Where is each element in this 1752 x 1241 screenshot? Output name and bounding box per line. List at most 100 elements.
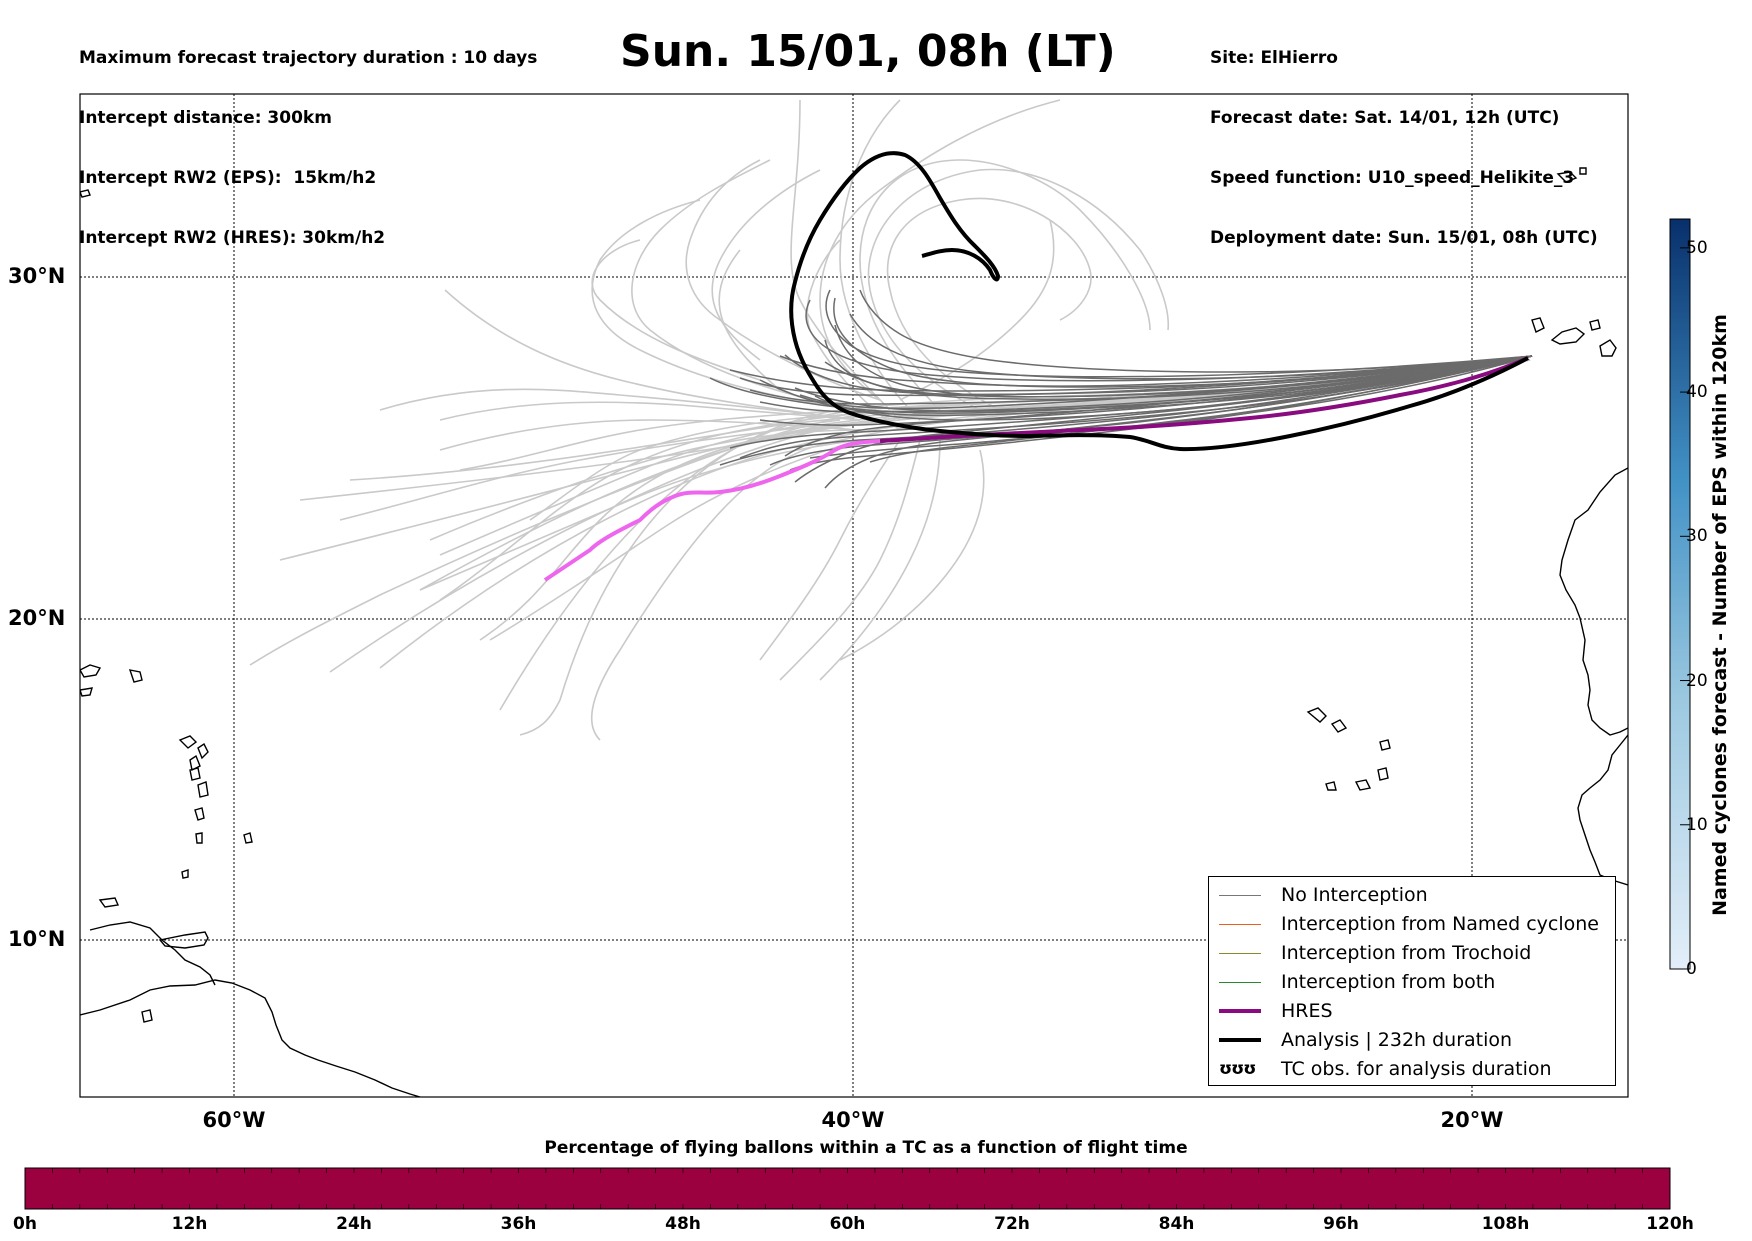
legend-swatch	[1219, 981, 1261, 983]
coast-africa-south	[1577, 734, 1628, 886]
percentage-bar-tick-label: 84h	[1158, 1214, 1195, 1234]
percentage-bar-tick-label: 0h	[13, 1214, 37, 1234]
map-frame	[79, 93, 1629, 1098]
eps-dark-track	[859, 289, 1533, 373]
coast-barbados	[243, 832, 253, 844]
legend-item-named-cyclone: Interception from Named cyclone	[1219, 911, 1599, 937]
colorbar-tick-label: 30	[1686, 526, 1708, 547]
eps-light-track	[591, 239, 761, 381]
legend-label: No Interception	[1281, 884, 1428, 906]
eps-light-track	[419, 439, 861, 591]
percentage-bar-tick-label: 24h	[336, 1214, 372, 1234]
header-line-1: Maximum forecast trajectory duration : 1…	[79, 48, 538, 68]
coast-cape-verde-4	[1354, 779, 1372, 791]
eps-light-track	[867, 168, 1170, 411]
forecast-date-line: Forecast date: Sat. 14/01, 12h (UTC)	[1210, 108, 1560, 128]
legend-item-analysis: Analysis | 232h duration	[1219, 1027, 1512, 1053]
eps-light-track	[819, 439, 941, 681]
eps-dark-track	[834, 324, 1533, 398]
eps-light-track	[444, 289, 861, 421]
header-line-3: Intercept RW2 (EPS): 15km/h2	[79, 168, 377, 188]
coast-curacao	[141, 1009, 153, 1023]
coast-trinidad	[158, 931, 209, 949]
coast-cape-verde-6	[1377, 767, 1389, 781]
coast-lesser-antilles-1	[197, 742, 209, 760]
percentage-bar-tick-label: 108h	[1481, 1214, 1530, 1234]
percentage-bar-tick-label: 72h	[994, 1214, 1030, 1234]
colorbar-gradient	[1669, 218, 1691, 970]
colorbar-ticks	[1680, 247, 1690, 970]
legend-label: Interception from Trochoid	[1281, 942, 1532, 964]
coast-caribbean-small	[80, 687, 93, 697]
header-info-left: Maximum forecast trajectory duration : 1…	[79, 8, 537, 268]
eps-dark-track	[759, 355, 1533, 417]
legend-label: Interception from Named cyclone	[1281, 913, 1599, 935]
legend-item-hres: HRES	[1219, 998, 1333, 1024]
colorbar-tick-label: 20	[1686, 670, 1708, 691]
coast-canary-3	[1599, 339, 1617, 357]
eps-dark-track	[849, 313, 1533, 380]
eps-light-track	[886, 197, 1092, 411]
hres-trajectory-extension	[543, 439, 881, 582]
colorbar-tick-label: 0	[1686, 959, 1697, 979]
eps-dark-track	[709, 355, 1533, 414]
map-legend: No Interception Interception from Named …	[1208, 876, 1616, 1086]
coast-lesser-antilles-3	[197, 781, 209, 798]
coast-venezuela-peninsula	[89, 921, 216, 986]
eps-dark-track	[833, 297, 1533, 388]
coast-canary-1	[1531, 317, 1545, 333]
eps-light-track	[439, 419, 841, 556]
eps-dark-track	[805, 299, 1533, 382]
map-title: Sun. 15/01, 08h (LT)	[620, 26, 1116, 77]
eps-light-track	[839, 449, 985, 661]
lat-label-20n: 20°N	[8, 606, 66, 630]
legend-label: Analysis | 232h duration	[1281, 1029, 1513, 1051]
eps-light-track	[859, 159, 1151, 411]
eps-dark-track	[739, 355, 1533, 459]
eps-trajectories-no-interception	[709, 289, 1533, 489]
coast-south-america	[80, 979, 421, 1097]
colorbar-label: Named cyclones forecast - Number of EPS …	[1709, 314, 1731, 916]
eps-light-track	[819, 99, 1061, 401]
legend-swatch	[1219, 894, 1261, 896]
legend-label: TC obs. for analysis duration	[1281, 1058, 1552, 1080]
coast-madeira-2	[1579, 167, 1587, 175]
eps-dark-track	[784, 355, 1533, 457]
eps-light-track	[439, 419, 861, 451]
coast-madeira	[1556, 171, 1578, 183]
coastlines	[80, 167, 1628, 1097]
tc-obs-icon: ʊʊʊ	[1219, 1059, 1256, 1079]
legend-label: HRES	[1281, 1000, 1333, 1022]
eps-trajectories-light	[249, 99, 1531, 741]
percentage-bar-tick-label: 60h	[829, 1214, 866, 1234]
legend-swatch	[1219, 1009, 1261, 1013]
eps-light-track	[429, 429, 861, 541]
coast-cape-verde-3	[1379, 739, 1391, 751]
eps-dark-track	[814, 355, 1533, 421]
analysis-trajectory	[789, 151, 1529, 452]
coast-lesser-antilles-6	[181, 869, 189, 879]
hres-trajectory	[879, 356, 1529, 443]
eps-light-track	[718, 249, 781, 391]
lon-label-60w: 60°W	[202, 1108, 266, 1132]
site-line: Site: ElHierro	[1210, 48, 1338, 68]
coast-africa	[1559, 467, 1628, 736]
eps-light-track	[631, 159, 861, 411]
speed-function-line: Speed function: U10_speed_Helikite_3	[1210, 168, 1575, 188]
eps-light-track	[779, 439, 921, 681]
lat-label-30n: 30°N	[8, 264, 66, 288]
coast-virgin-islands	[80, 664, 102, 678]
percentage-bar	[24, 1167, 1671, 1210]
header-info-right: Site: ElHierro Forecast date: Sat. 14/01…	[1210, 8, 1598, 268]
coast-bermuda-like	[80, 189, 91, 198]
percentage-bar-tick-label: 96h	[1323, 1214, 1359, 1234]
deployment-date-line: Deployment date: Sun. 15/01, 08h (UTC)	[1210, 228, 1598, 248]
coast-cape-verde-2	[1330, 719, 1348, 733]
coast-tobago	[98, 897, 119, 908]
legend-item-both: Interception from both	[1219, 969, 1495, 995]
coast-lesser-antilles-4	[194, 807, 205, 821]
eps-light-track	[489, 439, 861, 641]
percentage-bar-tick-label: 12h	[171, 1214, 208, 1234]
legend-swatch	[1219, 923, 1261, 925]
